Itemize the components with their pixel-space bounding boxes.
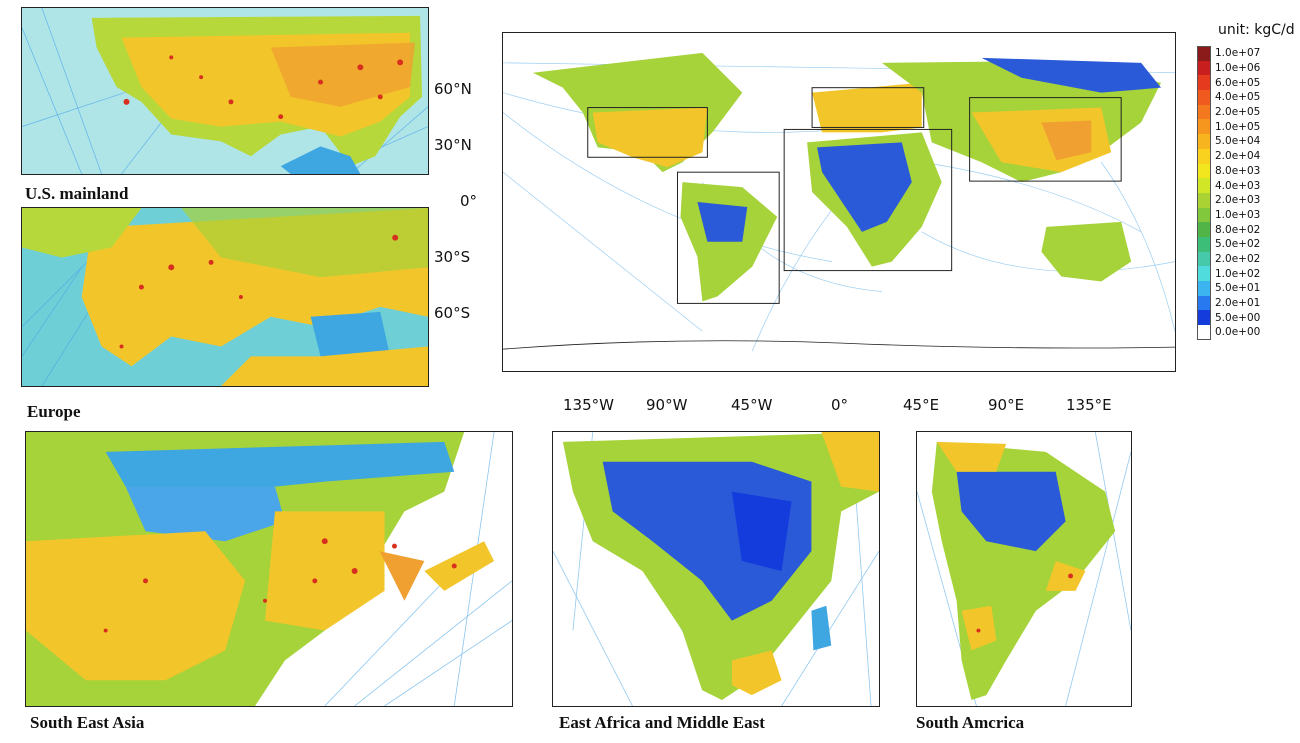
- legend-label: 0.0e+00: [1215, 326, 1261, 339]
- lon-label-0: 0°: [831, 396, 849, 414]
- lon-label-90e: 90°E: [988, 396, 1025, 414]
- legend-swatch: [1197, 75, 1211, 91]
- legend-item: 1.0e+03: [1197, 207, 1291, 223]
- legend-item: 2.0e+01: [1197, 295, 1291, 311]
- world-map-panel: [502, 32, 1176, 372]
- legend-swatch: [1197, 222, 1211, 237]
- legend-label: 5.0e+04: [1215, 135, 1261, 148]
- lon-label-135e: 135°E: [1066, 396, 1112, 414]
- legend-label: 8.0e+02: [1215, 223, 1261, 236]
- south-east-asia-inset: [25, 431, 513, 707]
- lon-label-135w: 135°W: [563, 396, 614, 414]
- legend-item: 5.0e+01: [1197, 281, 1291, 296]
- legend-label: 2.0e+05: [1215, 106, 1261, 119]
- legend-item: 4.0e+05: [1197, 90, 1291, 105]
- legend-swatch: [1197, 60, 1211, 76]
- legend-swatch: [1197, 281, 1211, 296]
- legend-swatch: [1197, 178, 1211, 193]
- legend-label: 4.0e+03: [1215, 179, 1261, 192]
- europe-label: Europe: [27, 402, 81, 421]
- legend-swatch: [1197, 90, 1211, 105]
- south-america-map: [917, 432, 1131, 706]
- legend-label: 2.0e+04: [1215, 150, 1261, 163]
- lon-label-45w: 45°W: [731, 396, 773, 414]
- legend-label: 1.0e+07: [1215, 47, 1261, 60]
- legend-swatch: [1197, 236, 1211, 252]
- lat-label-0: 0°: [460, 192, 478, 210]
- legend-label: 8.0e+03: [1215, 164, 1261, 177]
- world-map: [503, 33, 1175, 371]
- legend-swatch: [1197, 119, 1211, 135]
- legend-label: 2.0e+02: [1215, 252, 1261, 265]
- legend-label: 5.0e+02: [1215, 238, 1261, 251]
- legend-item: 2.0e+05: [1197, 104, 1291, 120]
- lat-label-60s: 60°S: [434, 304, 471, 322]
- legend-swatch: [1197, 266, 1211, 281]
- legend-item: 0.0e+00: [1197, 325, 1291, 340]
- legend-swatch: [1197, 134, 1211, 149]
- legend-label: 4.0e+05: [1215, 91, 1261, 104]
- lat-label-30n: 30°N: [434, 136, 472, 154]
- unit-label: unit: kgC/d: [1218, 22, 1295, 38]
- legend-swatch: [1197, 104, 1211, 120]
- legend-item: 1.0e+02: [1197, 266, 1291, 281]
- legend-item: 2.0e+04: [1197, 148, 1291, 164]
- lon-label-90w: 90°W: [646, 396, 688, 414]
- legend-label: 5.0e+01: [1215, 282, 1261, 295]
- legend-item: 4.0e+03: [1197, 178, 1291, 193]
- legend-swatch: [1197, 325, 1211, 340]
- legend-item: 1.0e+07: [1197, 46, 1291, 61]
- africa-label: East Africa and Middle East: [559, 713, 765, 732]
- us-mainland-inset: [21, 7, 429, 175]
- legend-label: 1.0e+02: [1215, 267, 1261, 280]
- south-america-label: South Amcrica: [916, 713, 1025, 732]
- legend-item: 6.0e+05: [1197, 75, 1291, 91]
- legend-label: 6.0e+05: [1215, 76, 1261, 89]
- legend-swatch: [1197, 295, 1211, 311]
- lat-label-60n: 60°N: [434, 80, 472, 98]
- legend-swatch: [1197, 148, 1211, 164]
- legend-label: 1.0e+03: [1215, 208, 1261, 221]
- europe-map: [22, 208, 428, 386]
- us-mainland-label: U.S. mainland: [25, 184, 129, 203]
- legend-label: 2.0e+01: [1215, 297, 1261, 310]
- us-mainland-map: [22, 8, 428, 174]
- legend-item: 2.0e+03: [1197, 192, 1291, 208]
- legend-swatch: [1197, 192, 1211, 208]
- legend-item: 5.0e+00: [1197, 310, 1291, 326]
- legend-swatch: [1197, 163, 1211, 179]
- lon-label-45e: 45°E: [903, 396, 940, 414]
- legend-item: 2.0e+02: [1197, 251, 1291, 267]
- legend-swatch: [1197, 251, 1211, 267]
- legend-item: 8.0e+03: [1197, 163, 1291, 179]
- color-legend: 1.0e+07 1.0e+06 6.0e+05 4.0e+05 2.0e+05 1.0e+…: [1197, 46, 1291, 340]
- legend-label: 2.0e+03: [1215, 194, 1261, 207]
- legend-label: 1.0e+06: [1215, 62, 1261, 75]
- legend-item: 1.0e+05: [1197, 119, 1291, 135]
- legend-label: 5.0e+00: [1215, 311, 1261, 324]
- legend-swatch: [1197, 207, 1211, 223]
- legend-item: 1.0e+06: [1197, 60, 1291, 76]
- africa-inset: [552, 431, 880, 707]
- lat-label-30s: 30°S: [434, 248, 471, 266]
- legend-swatch: [1197, 310, 1211, 326]
- legend-item: 5.0e+04: [1197, 134, 1291, 149]
- legend-item: 8.0e+02: [1197, 222, 1291, 237]
- south-america-inset: [916, 431, 1132, 707]
- legend-swatch: [1197, 46, 1211, 61]
- south-east-asia-label: South East Asia: [30, 713, 145, 732]
- legend-label: 1.0e+05: [1215, 120, 1261, 133]
- africa-map: [553, 432, 879, 706]
- europe-inset: [21, 207, 429, 387]
- south-east-asia-map: [26, 432, 512, 706]
- legend-item: 5.0e+02: [1197, 236, 1291, 252]
